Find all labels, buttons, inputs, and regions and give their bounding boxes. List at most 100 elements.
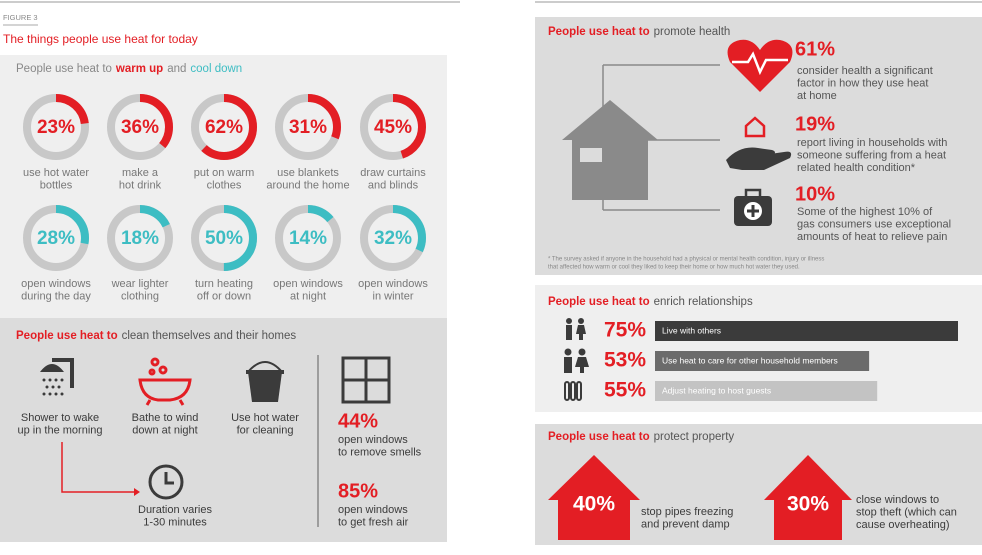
window-caption: to get fresh air (338, 516, 409, 528)
donut-caption: and blinds (368, 179, 419, 191)
health-stat: 61% (795, 38, 835, 60)
donut-caption: open windows (273, 278, 343, 290)
section-heading: People use heat to protect property (548, 431, 734, 443)
arrow-head (134, 488, 140, 496)
donut-caption: put on warm (194, 167, 255, 179)
bar (655, 381, 878, 401)
heading-part: clean themselves and their homes (122, 330, 297, 342)
health-caption: amounts of heat to relieve pain (797, 231, 947, 243)
icon-caption: up in the morning (18, 424, 103, 436)
donut-caption: turn heating (195, 278, 253, 290)
shower-icon (40, 358, 74, 396)
icon-caption: down at night (132, 424, 197, 436)
section-heading: People use heat to warm up and cool down (16, 63, 242, 75)
donut-caption: use hot water (23, 167, 89, 179)
heading-part: People use heat to (16, 330, 118, 342)
window-caption: open windows (338, 504, 408, 516)
duration: Duration varies (138, 504, 212, 516)
donut-caption: around the home (266, 179, 349, 191)
house-icon (764, 455, 852, 540)
donut-caption: open windows (21, 278, 91, 290)
radiator-icon (564, 381, 582, 401)
donut-caption: open windows (358, 278, 428, 290)
bar-label: Live with others (662, 325, 721, 335)
property-caption: close windows to (856, 494, 939, 506)
bar-label: Adjust heating to host guests (662, 385, 771, 395)
house-icon (562, 100, 658, 200)
figure-label: FIGURE 3 (3, 13, 38, 22)
health-caption: related health condition* (797, 162, 916, 174)
donut-label: 18% (121, 228, 159, 249)
property-stat: 30% (787, 493, 829, 516)
property-caption: and prevent damp (641, 518, 730, 530)
donut-label: 31% (289, 117, 327, 138)
window-stat: 44% (338, 410, 378, 432)
property-caption: cause overheating) (856, 519, 950, 531)
property-caption: stop pipes freezing (641, 506, 733, 518)
donut-arc (23, 205, 89, 271)
health-caption: Some of the highest 10% of (797, 206, 933, 218)
donut-arc (23, 94, 89, 160)
window-caption: to remove smells (338, 446, 422, 458)
icon-caption: Use hot water (231, 412, 299, 424)
donut-caption: at night (290, 290, 326, 302)
people-icon (564, 318, 589, 373)
heading-part: People use heat to (548, 26, 650, 38)
bar-label: Use heat to care for other household mem… (662, 355, 838, 365)
donut-caption: wear lighter (111, 278, 169, 290)
donut-caption: clothes (207, 179, 242, 191)
section-heading: People use heat to clean themselves and t… (16, 330, 296, 342)
donut-arc (107, 205, 173, 271)
health-stat: 19% (795, 113, 835, 135)
heading-part: and (167, 63, 186, 75)
health-caption: someone suffering from a heat (797, 149, 946, 161)
heading-part: People use heat to (16, 63, 112, 75)
donut-caption: clothing (121, 290, 159, 302)
bucket-icon (246, 361, 284, 402)
donut-label: 45% (374, 117, 412, 138)
heading-part: People use heat to (548, 431, 650, 443)
relationship-stat: 53% (604, 349, 646, 372)
donut-arc (191, 94, 257, 160)
health-caption: factor in how they use heat (797, 77, 928, 89)
care-icon (726, 116, 792, 170)
footnote: * The survey asked if anyone in the hous… (548, 257, 824, 263)
health-stat: 10% (795, 183, 835, 205)
property-stat: 40% (573, 493, 615, 516)
donut-caption: during the day (21, 290, 91, 302)
donut-label: 32% (374, 228, 412, 249)
relationship-stat: 55% (604, 379, 646, 402)
donut-caption: use blankets (277, 167, 339, 179)
donut-arc (360, 94, 426, 160)
section-heading: People use heat to promote health (548, 26, 730, 38)
health-caption: report living in households with (797, 137, 947, 149)
heading-part: warm up (115, 63, 163, 75)
heart-icon (727, 39, 793, 92)
clock-icon (148, 464, 184, 500)
icon-caption: Shower to wake (21, 412, 99, 424)
figure-title: The things people use heat for today (3, 32, 198, 46)
heading-part: enrich relationships (654, 296, 753, 308)
window-icon (341, 356, 391, 404)
heading-part: People use heat to (548, 296, 650, 308)
donut-arc (107, 94, 173, 160)
donut-label: 36% (121, 117, 159, 138)
icon-caption: for cleaning (237, 424, 294, 436)
duration: 1-30 minutes (143, 516, 207, 528)
bath-icon (138, 357, 192, 406)
donut-label: 50% (205, 228, 243, 249)
window-caption: open windows (338, 434, 408, 446)
health-caption: at home (797, 90, 837, 102)
donut-label: 23% (37, 117, 75, 138)
donut-caption: bottles (40, 179, 73, 191)
donut-label: 62% (205, 117, 243, 138)
icon-caption: Bathe to wind (132, 412, 199, 424)
connector (602, 64, 720, 211)
window-stat: 85% (338, 480, 378, 502)
section-heading: People use heat to enrich relationships (548, 296, 753, 308)
heading-part: promote health (654, 26, 731, 38)
donut-caption: off or down (197, 290, 251, 302)
heading-part: cool down (190, 63, 242, 75)
bar (655, 351, 870, 371)
health-caption: consider health a significant (797, 65, 933, 77)
